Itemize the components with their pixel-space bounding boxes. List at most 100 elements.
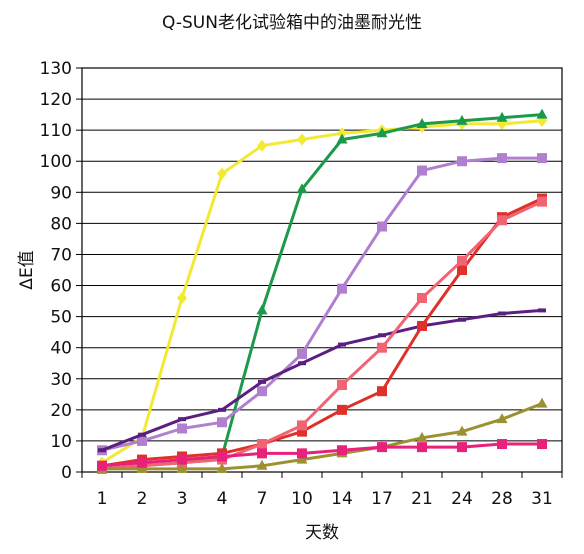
data-point [178, 417, 186, 422]
data-point [416, 117, 428, 128]
data-point [297, 426, 307, 437]
y-tick-label: 120 [40, 90, 72, 110]
series-1 [97, 114, 547, 469]
data-point [378, 333, 386, 338]
data-point [218, 407, 226, 412]
data-point [177, 454, 187, 465]
data-point [296, 453, 308, 464]
y-axis-label: ΔE值 [17, 250, 37, 289]
series-7 [96, 397, 548, 473]
series-line [101, 113, 543, 471]
data-point [497, 153, 507, 164]
y-tick-label: 70 [50, 245, 72, 265]
data-point [377, 442, 387, 453]
x-tick-label: 28 [491, 489, 513, 509]
data-point [298, 361, 306, 366]
data-point [376, 127, 388, 138]
y-tick-label: 20 [50, 401, 72, 421]
x-tick-label: 7 [257, 489, 268, 509]
y-tick-label: 80 [50, 214, 72, 234]
data-point [217, 417, 227, 428]
x-axis-label: 天数 [305, 523, 339, 543]
data-point [338, 342, 346, 347]
gridlines [82, 98, 562, 442]
data-point [417, 165, 427, 176]
data-point [297, 448, 307, 459]
series-line [101, 119, 543, 464]
x-tick-label: 17 [371, 489, 393, 509]
data-point [297, 348, 307, 359]
y-tick-label: 40 [50, 339, 72, 359]
y-tick-label: 50 [50, 308, 72, 328]
data-point [538, 308, 546, 313]
plot-border [81, 67, 563, 473]
x-tick-label: 31 [531, 489, 553, 509]
data-point [337, 379, 347, 390]
x-tick-label: 21 [411, 489, 433, 509]
x-tick-label: 2 [137, 489, 148, 509]
data-point [97, 460, 107, 471]
data-point [537, 196, 547, 207]
data-point [417, 292, 427, 303]
data-point [136, 462, 148, 473]
series-line [101, 442, 542, 468]
data-point [456, 425, 468, 436]
data-point [258, 379, 266, 384]
x-tick-label: 24 [451, 489, 473, 509]
data-point [337, 283, 347, 294]
series-5 [97, 193, 547, 471]
series-group [96, 108, 548, 474]
x-tick-label: 1 [97, 489, 108, 509]
data-point [177, 291, 187, 304]
data-point [377, 386, 387, 397]
data-point [337, 127, 347, 140]
data-point [537, 153, 547, 164]
data-point [496, 413, 508, 424]
series-line [101, 200, 543, 471]
data-point [336, 133, 348, 144]
data-point [337, 445, 347, 456]
data-point [377, 342, 387, 353]
series-line [102, 402, 543, 471]
data-point [457, 156, 467, 167]
series-8 [97, 439, 547, 471]
data-point [457, 442, 467, 453]
x-tick-label: 10 [291, 489, 313, 509]
data-point [458, 317, 466, 322]
series-4 [98, 308, 546, 453]
data-point [137, 457, 147, 468]
data-point [216, 462, 228, 473]
series-line [101, 197, 543, 468]
data-point [98, 448, 106, 453]
y-tick-label: 130 [40, 59, 72, 79]
data-point [377, 221, 387, 232]
y-tick-label: 110 [40, 121, 72, 141]
data-point [257, 448, 267, 459]
data-point [457, 265, 467, 275]
data-point [257, 439, 267, 450]
y-tick-label: 30 [50, 370, 72, 390]
data-point [138, 432, 146, 437]
data-point [297, 420, 307, 431]
series-line [101, 308, 543, 452]
y-tick-label: 60 [50, 277, 72, 297]
series-line [101, 156, 542, 452]
data-point [496, 111, 508, 122]
data-point [217, 167, 227, 180]
series-6 [97, 196, 547, 474]
data-point [498, 311, 506, 316]
data-point [257, 386, 267, 397]
data-point [417, 442, 427, 453]
y-tick-label: 0 [61, 463, 72, 483]
data-point [536, 397, 548, 408]
data-point [537, 439, 547, 450]
data-point [416, 431, 428, 442]
y-axis-ticks: 0 10 20 30 40 50 60 70 80 90 100 110 120 130 [40, 59, 82, 483]
data-point [256, 304, 268, 315]
data-point [256, 459, 268, 470]
x-tick-label: 3 [177, 489, 188, 509]
data-point [456, 114, 468, 125]
data-point [497, 439, 507, 450]
y-tick-label: 10 [50, 432, 72, 452]
data-point [217, 451, 227, 462]
